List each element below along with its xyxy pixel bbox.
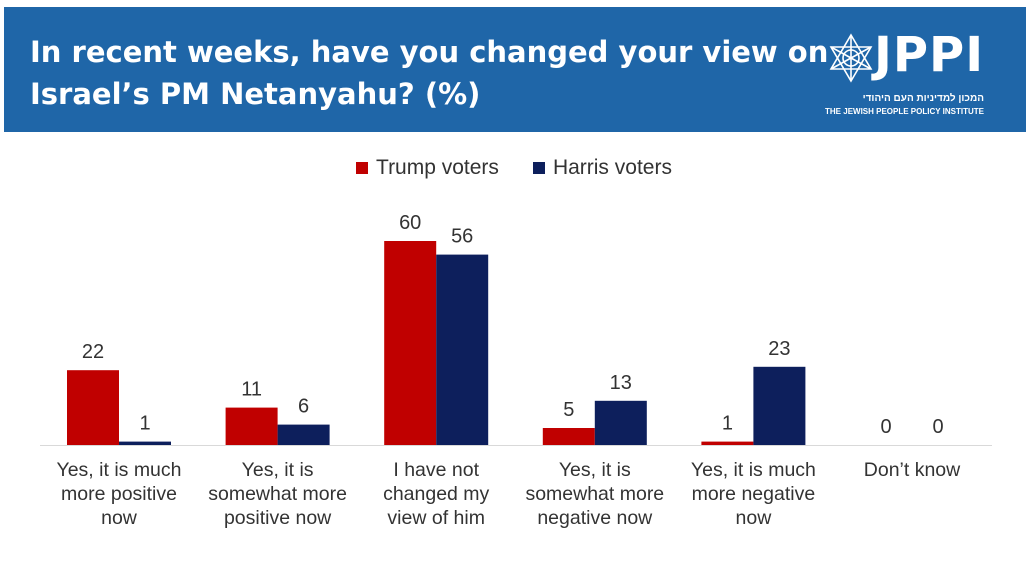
- category-label-4: Yes, it is much more negative now: [663, 458, 843, 530]
- data-label-trump-4: 1: [722, 413, 733, 435]
- title-line-1: In recent weeks, have you changed your v…: [30, 35, 829, 69]
- data-label-trump-5: 0: [880, 416, 891, 438]
- category-label-line: now: [101, 507, 137, 529]
- bar-harris-4: [753, 366, 806, 445]
- data-label-trump-3: 5: [563, 399, 574, 421]
- logo-wordmark: JPPI: [874, 27, 985, 83]
- data-label-trump-2: 60: [399, 212, 421, 234]
- bar-harris-3: [594, 400, 647, 445]
- category-label-line: Yes, it is much: [690, 459, 816, 481]
- category-label-line: positive now: [223, 507, 332, 529]
- bar-trump-0: [67, 370, 119, 445]
- bar-harris-2: [436, 254, 489, 445]
- category-label-line: Don’t know: [863, 459, 961, 481]
- category-label-5: Don’t know: [822, 458, 1002, 482]
- category-label-1: Yes, it is somewhat more positive now: [188, 458, 368, 530]
- bar-trump-4: [701, 441, 754, 445]
- data-label-harris-1: 6: [298, 396, 309, 418]
- category-label-line: now: [735, 507, 772, 529]
- legend-item-harris: Harris voters: [532, 156, 672, 180]
- data-label-harris-2: 56: [451, 226, 473, 248]
- header-banner: In recent weeks, have you changed your v…: [4, 7, 1026, 132]
- category-label-0: Yes, it is much more positive now: [29, 458, 209, 530]
- category-label-line: somewhat more: [525, 483, 665, 505]
- legend-swatch-harris: [532, 162, 545, 174]
- title-line-2: Israel’s PM Netanyahu? (%): [30, 77, 481, 111]
- bar-trump-2: [384, 241, 437, 445]
- logo-english-tagline: THE JEWISH PEOPLE POLICY INSTITUTE: [825, 107, 984, 116]
- category-label-line: more negative: [691, 483, 816, 505]
- bar-trump-3: [542, 428, 595, 445]
- category-label-line: negative now: [537, 507, 653, 529]
- data-label-harris-3: 13: [610, 372, 632, 394]
- data-label-harris-5: 0: [932, 416, 943, 438]
- data-label-trump-1: 11: [241, 379, 262, 401]
- data-label-trump-0: 22: [82, 341, 104, 363]
- category-label-line: Yes, it is: [558, 459, 631, 481]
- category-label-line: view of him: [387, 507, 485, 529]
- logo-hebrew-tagline: המכון למדיניות העם היהודי: [862, 93, 984, 104]
- category-label-line: more positive: [61, 483, 177, 505]
- legend-swatch-trump: [356, 162, 369, 174]
- data-label-harris-0: 1: [139, 413, 150, 435]
- category-label-2: I have not changed my view of him: [346, 458, 526, 530]
- category-label-line: I have not: [393, 459, 480, 481]
- bar-harris-0: [119, 441, 171, 445]
- category-label-line: Yes, it is much: [56, 459, 182, 481]
- bar-trump-1: [225, 407, 278, 445]
- category-label-line: changed my: [383, 483, 490, 505]
- category-label-line: Yes, it is: [241, 459, 314, 481]
- legend-label-harris: Harris voters: [552, 156, 672, 179]
- bar-harris-1: [277, 424, 330, 445]
- chart-legend: Trump voters Harris voters: [0, 156, 1028, 180]
- legend-label-trump: Trump voters: [376, 156, 499, 179]
- chart-title: In recent weeks, have you changed your v…: [30, 31, 829, 115]
- category-label-3: Yes, it is somewhat more negative now: [505, 458, 685, 530]
- data-label-harris-4: 23: [768, 338, 790, 360]
- category-label-line: somewhat more: [208, 483, 347, 505]
- jppi-logo: JPPI המכון למדיניות העם היהודי THE JEWIS…: [825, 25, 988, 121]
- star-of-david-icon: [829, 33, 873, 83]
- legend-item-trump: Trump voters: [356, 156, 499, 180]
